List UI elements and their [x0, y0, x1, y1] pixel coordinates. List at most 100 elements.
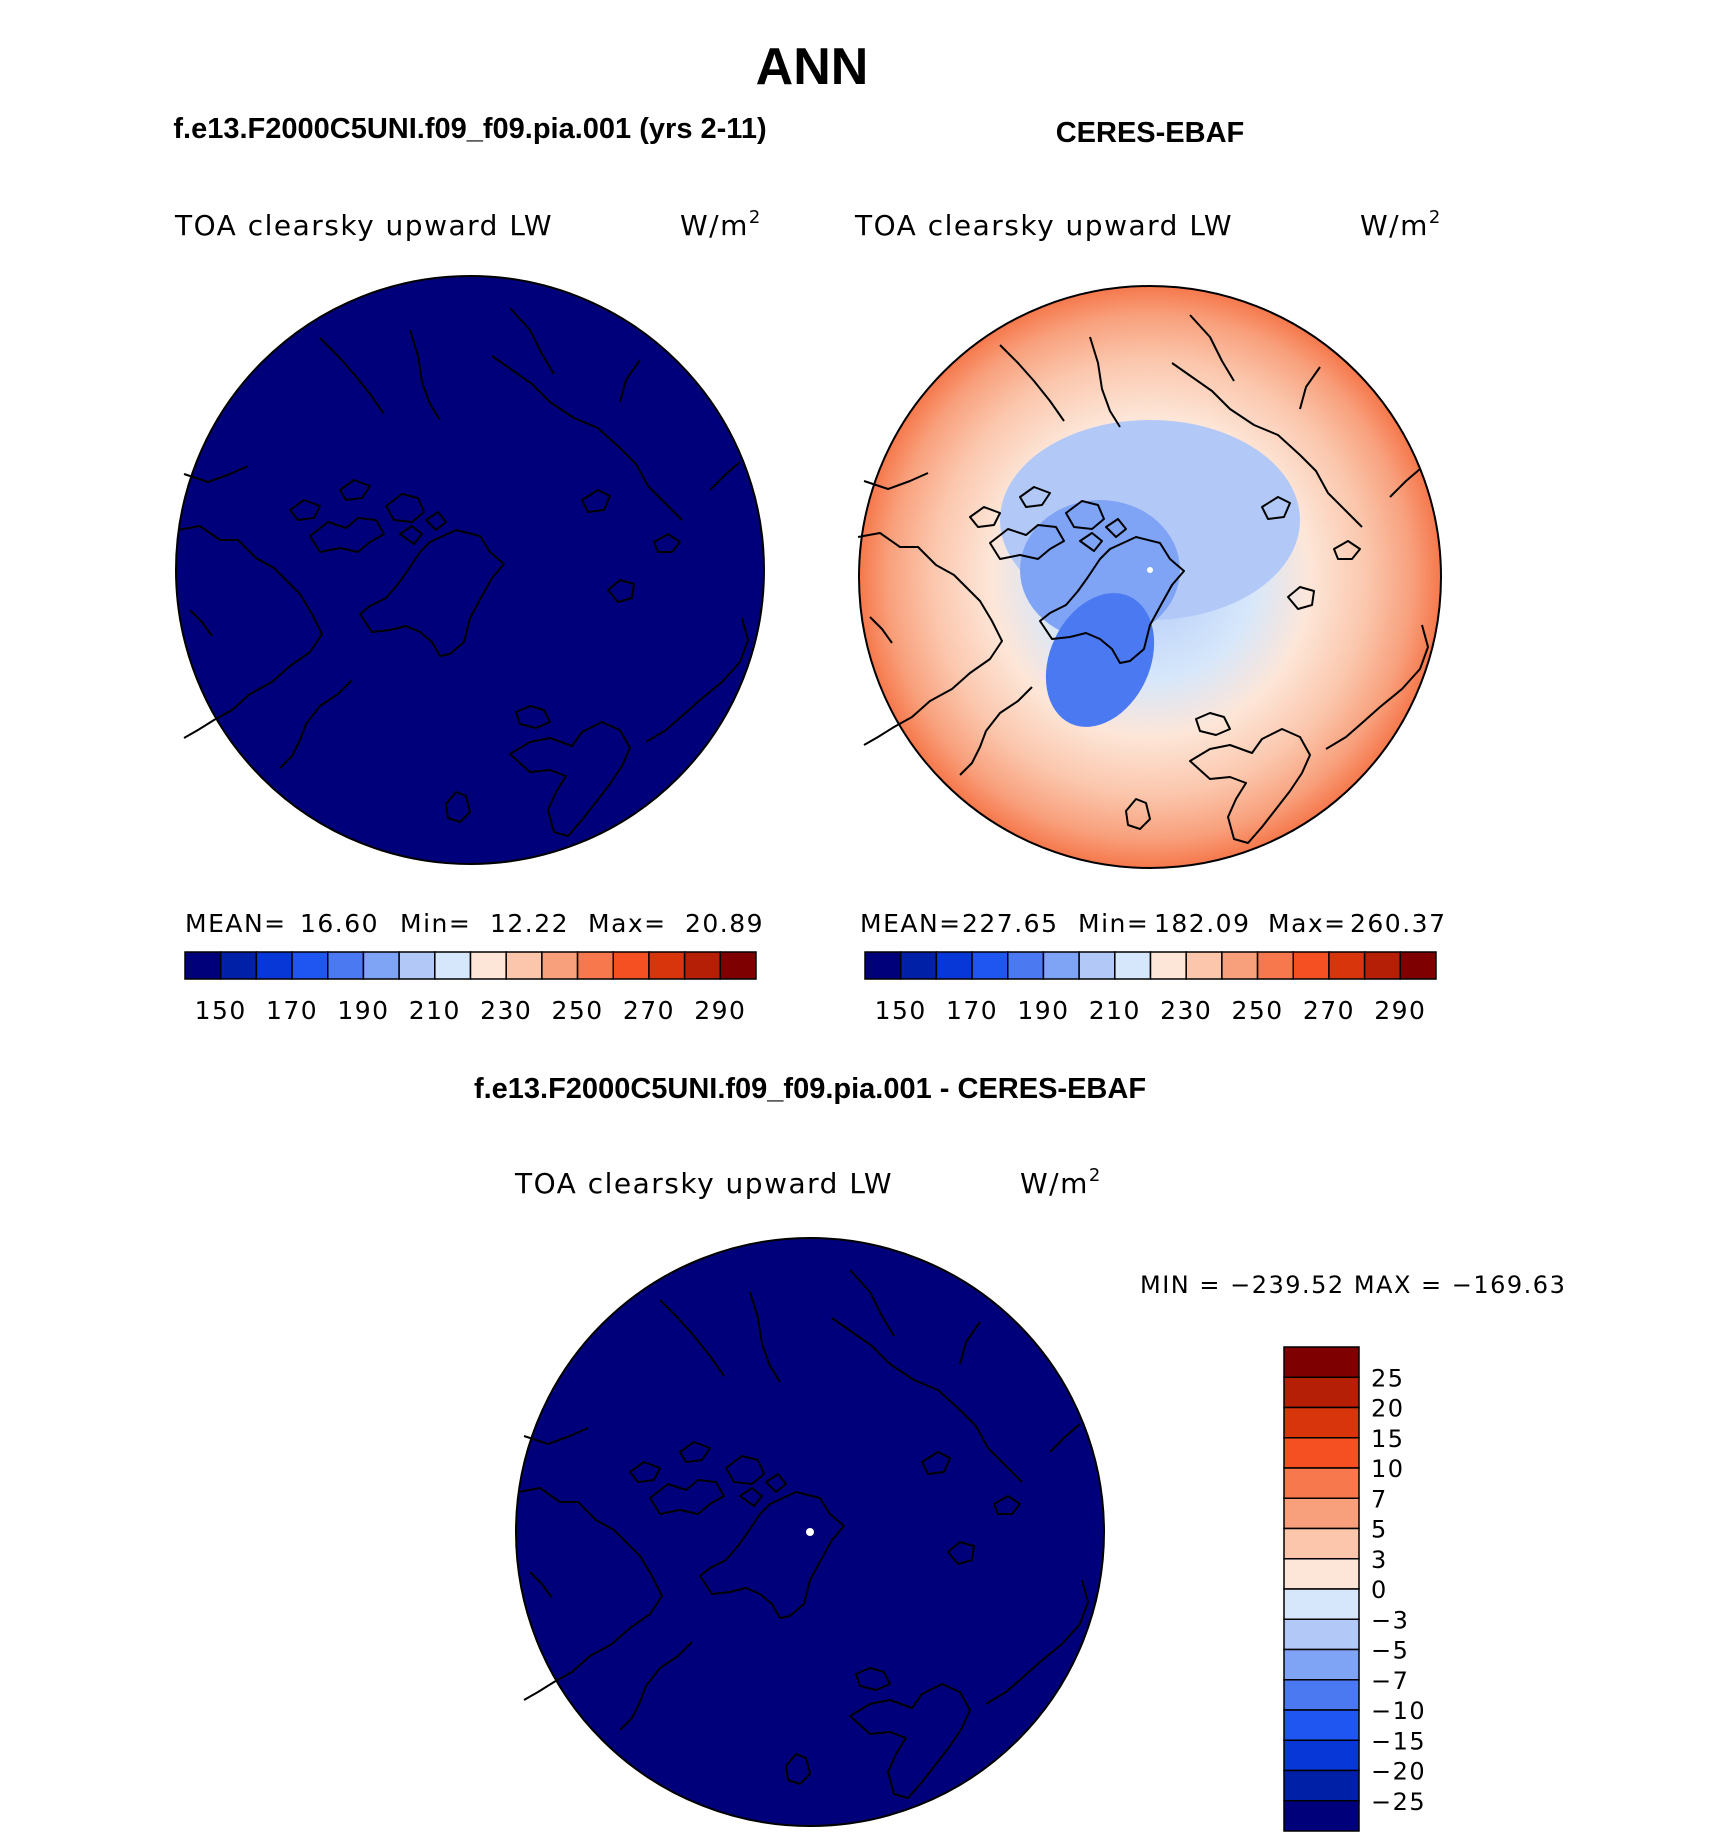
panel-c-colorbar-tick-label: −10 — [1371, 1697, 1426, 1725]
panel-c-colorbar-swatch — [1283, 1648, 1360, 1681]
panel-c-units: W/m2 — [1020, 1165, 1102, 1200]
panel-c-map — [515, 1237, 1105, 1827]
svg-text:182.09: 182.09 — [1154, 909, 1250, 938]
panel-c-colorbar-tick-label: −15 — [1371, 1727, 1426, 1755]
panel-c-minmax: MIN = −239.52 MAX = −169.63 — [1140, 1271, 1566, 1299]
panel-a-colorbar-swatch — [255, 951, 293, 980]
panel-b-colorbar-swatch — [971, 951, 1009, 980]
panel-c-colorbar-swatch — [1283, 1467, 1360, 1499]
panel-c-colorbar-tick-label: 7 — [1371, 1485, 1388, 1513]
svg-text:Max=: Max= — [588, 909, 667, 938]
panel-c-colorbar-tick-label: −3 — [1371, 1606, 1409, 1634]
panel-b-colorbar-tick-label: 170 — [946, 996, 998, 1025]
panel-c-colorbar-swatch — [1283, 1376, 1360, 1409]
panel-a-units: W/m2 — [680, 207, 762, 242]
panel-b-colorbar-swatch — [899, 951, 938, 980]
panel-c-colorbar-tick-label: 5 — [1371, 1516, 1388, 1544]
panel-a-colorbar-swatch — [648, 951, 686, 980]
panel-b-units: W/m2 — [1360, 207, 1442, 242]
panel-b-colorbar-tick-label: 150 — [875, 996, 927, 1025]
panel-c-colorbar-swatch — [1283, 1800, 1360, 1832]
panel-c-colorbar-tick-label: −25 — [1371, 1788, 1426, 1816]
panel-b-colorbar-swatch — [1221, 951, 1259, 980]
panel-b-colorbar-swatch — [1185, 951, 1223, 980]
panel-a-colorbar-swatch — [398, 951, 436, 980]
panel-b-colorbar-tick-label: 270 — [1303, 996, 1355, 1025]
panel-a-colorbar-tick-label: 270 — [623, 996, 675, 1025]
panel-c-colorbar-swatch — [1283, 1769, 1360, 1802]
panel-a-colorbar-swatch — [576, 951, 614, 980]
panel-a-colorbar: 150 170 190 210 230 250 270 290 — [184, 951, 757, 1025]
panel-c-colorbar-tick-label: 20 — [1371, 1395, 1405, 1423]
panel-b-colorbar-swatch — [1399, 951, 1437, 980]
panel-c-colorbar-tick-label: 25 — [1371, 1364, 1405, 1392]
panel-b-colorbar-tick-label: 190 — [1017, 996, 1069, 1025]
panel-b-colorbar-swatch — [1256, 951, 1294, 980]
panel-c-colorbar-tick-label: −5 — [1371, 1637, 1409, 1665]
panel-a-colorbar-swatch — [505, 951, 543, 980]
panel-b-colorbar-swatch — [1149, 951, 1187, 980]
panel-c-colorbar-tick-label: −7 — [1371, 1667, 1409, 1695]
panel-c-colorbar-swatch — [1283, 1618, 1360, 1651]
svg-text:Min=: Min= — [400, 909, 471, 938]
panel-b-colorbar-swatch — [1114, 951, 1152, 980]
panel-a-colorbar-tick-label: 190 — [337, 996, 389, 1025]
panel-a-colorbar-swatch — [362, 951, 400, 980]
svg-text:Max=: Max= — [1268, 909, 1347, 938]
panel-c-colorbar-swatch — [1283, 1588, 1360, 1620]
panel-c-colorbar-swatch — [1283, 1346, 1360, 1378]
svg-text:227.65: 227.65 — [962, 909, 1058, 938]
panel-b-stats: MEAN= 227.65 Min= 182.09 Max= 260.37 — [860, 909, 1446, 938]
svg-text:MEAN=: MEAN= — [860, 909, 962, 938]
panel-a-stats: MEAN= 16.60 Min= 12.22 Max= 20.89 — [185, 909, 764, 938]
panel-a-variable: TOA clearsky upward LW — [174, 209, 553, 242]
panel-c-colorbar-tick-label: −20 — [1371, 1758, 1426, 1786]
svg-text:16.60: 16.60 — [300, 909, 379, 938]
panel-b-colorbar-tick-label: 250 — [1231, 996, 1283, 1025]
panel-c-colorbar-swatch — [1283, 1527, 1360, 1560]
panel-c-colorbar-tick-label: 3 — [1371, 1546, 1388, 1574]
panel-c-colorbar-tick-label: 10 — [1371, 1455, 1405, 1483]
panel-c-colorbar-swatch — [1283, 1709, 1360, 1741]
panel-a-colorbar-tick-label: 230 — [480, 996, 532, 1025]
panel-b-colorbar-swatch — [1042, 951, 1080, 980]
panel-b-colorbar-tick-label: 210 — [1089, 996, 1141, 1025]
svg-text:Min=: Min= — [1078, 909, 1149, 938]
panel-b-colorbar-swatch — [935, 951, 973, 980]
panel-c-colorbar-swatch — [1283, 1497, 1360, 1530]
panel-a-colorbar-tick-label: 290 — [694, 996, 746, 1025]
panel-a-colorbar-swatch — [541, 951, 579, 980]
panel-c-colorbar-swatch — [1283, 1406, 1360, 1439]
panel-a-map — [175, 275, 765, 865]
panel-c-colorbar-tick-label: 0 — [1371, 1576, 1388, 1604]
panel-b-colorbar-swatch — [1292, 951, 1330, 980]
panel-a-colorbar-swatch — [434, 951, 472, 980]
panel-c-colorbar-swatch — [1283, 1437, 1360, 1469]
panel-c-heading: f.e13.F2000C5UNI.f09_f09.pia.001 - CERES… — [474, 1073, 1146, 1105]
panel-a-colorbar-swatch — [219, 951, 258, 980]
panel-c-colorbar-swatch — [1283, 1558, 1360, 1590]
panel-b-heading: CERES-EBAF — [1056, 117, 1245, 149]
panel-b-colorbar-tick-label: 230 — [1160, 996, 1212, 1025]
panel-b-colorbar-swatch — [864, 951, 902, 980]
panel-a-colorbar-swatch — [291, 951, 329, 980]
panel-a-colorbar-tick-label: 210 — [409, 996, 461, 1025]
svg-text:20.89: 20.89 — [685, 909, 764, 938]
panel-b-colorbar: 150 170 190 210 230 250 270 290 — [864, 951, 1437, 1025]
svg-text:260.37: 260.37 — [1350, 909, 1446, 938]
svg-text:MEAN=: MEAN= — [185, 909, 287, 938]
panel-b-map — [857, 285, 1442, 869]
panel-a-colorbar-swatch — [612, 951, 650, 980]
panel-b-colorbar-swatch — [1328, 951, 1366, 980]
season-title: ANN — [756, 38, 869, 96]
panel-a-colorbar-swatch — [683, 951, 722, 980]
panel-a-colorbar-swatch — [719, 951, 757, 980]
panel-c-colorbar-tick-label: 15 — [1371, 1425, 1405, 1453]
panel-a-colorbar-tick-label: 170 — [266, 996, 318, 1025]
panel-b-colorbar-swatch — [1007, 951, 1045, 980]
panel-a-colorbar-tick-label: 250 — [551, 996, 603, 1025]
panel-a-colorbar-swatch — [327, 951, 365, 980]
svg-text:12.22: 12.22 — [490, 909, 569, 938]
panel-a-colorbar-tick-label: 150 — [195, 996, 247, 1025]
